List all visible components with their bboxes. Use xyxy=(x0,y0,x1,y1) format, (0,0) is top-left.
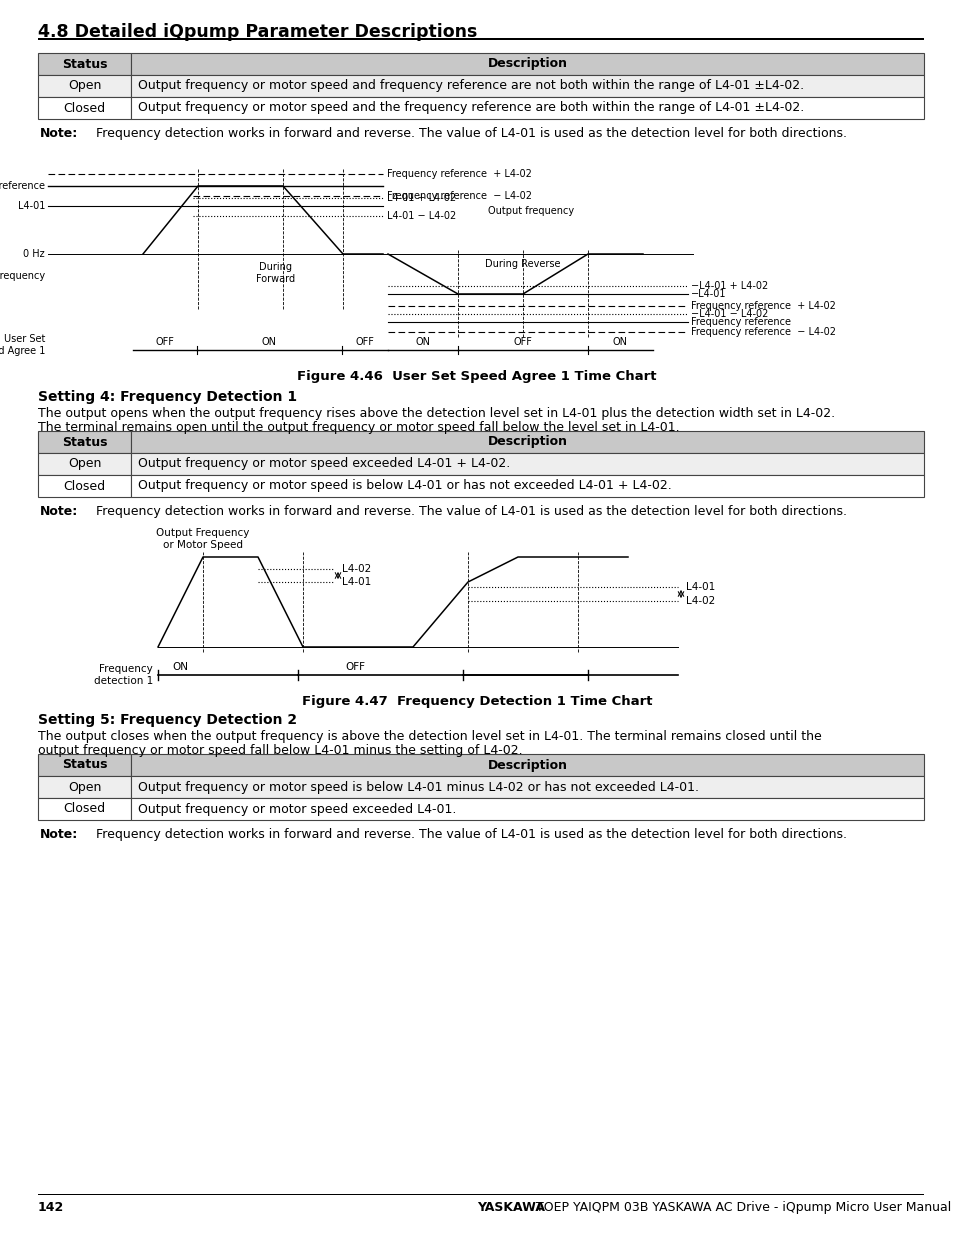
Text: Status: Status xyxy=(62,58,107,70)
Bar xyxy=(38,453,131,475)
Text: Output Frequency
or Motor Speed: Output Frequency or Motor Speed xyxy=(156,529,250,550)
Text: The output closes when the output frequency is above the detection level set in : The output closes when the output freque… xyxy=(38,730,821,743)
Text: Frequency reference: Frequency reference xyxy=(0,182,45,191)
Bar xyxy=(38,75,131,98)
Text: L4-01 − L4-02: L4-01 − L4-02 xyxy=(387,211,456,221)
Text: OFF: OFF xyxy=(345,662,365,672)
Text: Output frequency or motor speed is below L4-01 or has not exceeded L4-01 + L4-02: Output frequency or motor speed is below… xyxy=(138,479,671,493)
Text: Frequency reference: Frequency reference xyxy=(690,317,790,327)
Text: Output frequency or motor speed exceeded L4-01 + L4-02.: Output frequency or motor speed exceeded… xyxy=(138,457,510,471)
Text: YASKAWA: YASKAWA xyxy=(476,1200,544,1214)
Text: ON: ON xyxy=(416,337,430,347)
Text: Open: Open xyxy=(68,781,101,794)
Text: ON: ON xyxy=(172,662,189,672)
Text: Note:: Note: xyxy=(40,505,78,517)
Text: Closed: Closed xyxy=(64,479,106,493)
Text: OFF: OFF xyxy=(355,337,374,347)
Bar xyxy=(131,75,923,98)
Text: 142: 142 xyxy=(38,1200,64,1214)
Bar xyxy=(38,755,131,776)
Text: Description: Description xyxy=(487,436,567,448)
Text: Setting 5: Frequency Detection 2: Setting 5: Frequency Detection 2 xyxy=(38,713,296,727)
Text: L4-02: L4-02 xyxy=(341,564,371,574)
Text: Closed: Closed xyxy=(64,803,106,815)
Text: The output opens when the output frequency rises above the detection level set i: The output opens when the output frequen… xyxy=(38,408,834,420)
Text: The terminal remains open until the output frequency or motor speed fall below t: The terminal remains open until the outp… xyxy=(38,421,679,433)
Text: output frequency or motor speed fall below L4-01 minus the setting of L4-02.: output frequency or motor speed fall bel… xyxy=(38,743,522,757)
Text: Frequency reference  − L4-02: Frequency reference − L4-02 xyxy=(690,327,835,337)
Text: Output frequency: Output frequency xyxy=(488,206,574,216)
Bar xyxy=(131,431,923,453)
Text: L4-01: L4-01 xyxy=(341,577,371,587)
Bar xyxy=(38,98,131,119)
Text: Output frequency or motor speed is below L4-01 minus L4-02 or has not exceeded L: Output frequency or motor speed is below… xyxy=(138,781,699,794)
Text: L4-01 + L4-02: L4-01 + L4-02 xyxy=(387,193,456,203)
Text: Frequency
detection 1: Frequency detection 1 xyxy=(93,664,152,685)
Text: Frequency detection works in forward and reverse. The value of L4-01 is used as : Frequency detection works in forward and… xyxy=(96,827,846,841)
Text: Open: Open xyxy=(68,79,101,93)
Bar xyxy=(131,53,923,75)
Text: OFF: OFF xyxy=(513,337,532,347)
Text: During Reverse: During Reverse xyxy=(485,259,560,269)
Text: −L4-01 + L4-02: −L4-01 + L4-02 xyxy=(690,282,767,291)
Bar xyxy=(38,475,131,496)
Text: Status: Status xyxy=(62,758,107,772)
Bar xyxy=(131,475,923,496)
Text: L4-01: L4-01 xyxy=(17,201,45,211)
Bar xyxy=(131,798,923,820)
Bar xyxy=(38,776,131,798)
Bar xyxy=(38,431,131,453)
Bar xyxy=(131,776,923,798)
Bar xyxy=(131,755,923,776)
Bar xyxy=(38,798,131,820)
Text: Output frequency: Output frequency xyxy=(0,270,45,282)
Text: Open: Open xyxy=(68,457,101,471)
Text: 0 Hz: 0 Hz xyxy=(24,249,45,259)
Text: Description: Description xyxy=(487,758,567,772)
Text: Description: Description xyxy=(487,58,567,70)
Text: Status: Status xyxy=(62,436,107,448)
Bar xyxy=(38,53,131,75)
Text: ON: ON xyxy=(262,337,276,347)
Text: Figure 4.47  Frequency Detection 1 Time Chart: Figure 4.47 Frequency Detection 1 Time C… xyxy=(301,695,652,708)
Text: Output frequency or motor speed and the frequency reference are both within the : Output frequency or motor speed and the … xyxy=(138,101,803,115)
Text: L4-02: L4-02 xyxy=(685,597,715,606)
Text: Frequency reference  − L4-02: Frequency reference − L4-02 xyxy=(387,191,532,201)
Text: Frequency detection works in forward and reverse. The value of L4-01 is used as : Frequency detection works in forward and… xyxy=(96,505,846,517)
Text: Setting 4: Frequency Detection 1: Setting 4: Frequency Detection 1 xyxy=(38,390,296,404)
Text: −L4-01 − L4-02: −L4-01 − L4-02 xyxy=(690,309,767,319)
Text: Output frequency or motor speed and frequency reference are not both within the : Output frequency or motor speed and freq… xyxy=(138,79,803,93)
Text: TOEP YAIQPM 03B YASKAWA AC Drive - iQpump Micro User Manual: TOEP YAIQPM 03B YASKAWA AC Drive - iQpum… xyxy=(532,1200,950,1214)
Text: Figure 4.46  User Set Speed Agree 1 Time Chart: Figure 4.46 User Set Speed Agree 1 Time … xyxy=(297,370,656,383)
Bar xyxy=(131,453,923,475)
Text: During
Forward: During Forward xyxy=(255,262,294,284)
Text: Frequency reference  + L4-02: Frequency reference + L4-02 xyxy=(690,301,835,311)
Text: −L4-01: −L4-01 xyxy=(690,289,726,299)
Text: Frequency reference  + L4-02: Frequency reference + L4-02 xyxy=(387,169,532,179)
Text: Frequency detection works in forward and reverse. The value of L4-01 is used as : Frequency detection works in forward and… xyxy=(96,127,846,140)
Text: Note:: Note: xyxy=(40,127,78,140)
Text: 4.8 Detailed iQpump Parameter Descriptions: 4.8 Detailed iQpump Parameter Descriptio… xyxy=(38,23,476,41)
Bar xyxy=(38,37,923,40)
Text: Note:: Note: xyxy=(40,827,78,841)
Text: Output frequency or motor speed exceeded L4-01.: Output frequency or motor speed exceeded… xyxy=(138,803,456,815)
Text: Closed: Closed xyxy=(64,101,106,115)
Text: OFF: OFF xyxy=(155,337,174,347)
Bar xyxy=(131,98,923,119)
Text: L4-01: L4-01 xyxy=(685,582,715,592)
Text: User Set
Speed Agree 1: User Set Speed Agree 1 xyxy=(0,335,45,356)
Text: ON: ON xyxy=(613,337,627,347)
